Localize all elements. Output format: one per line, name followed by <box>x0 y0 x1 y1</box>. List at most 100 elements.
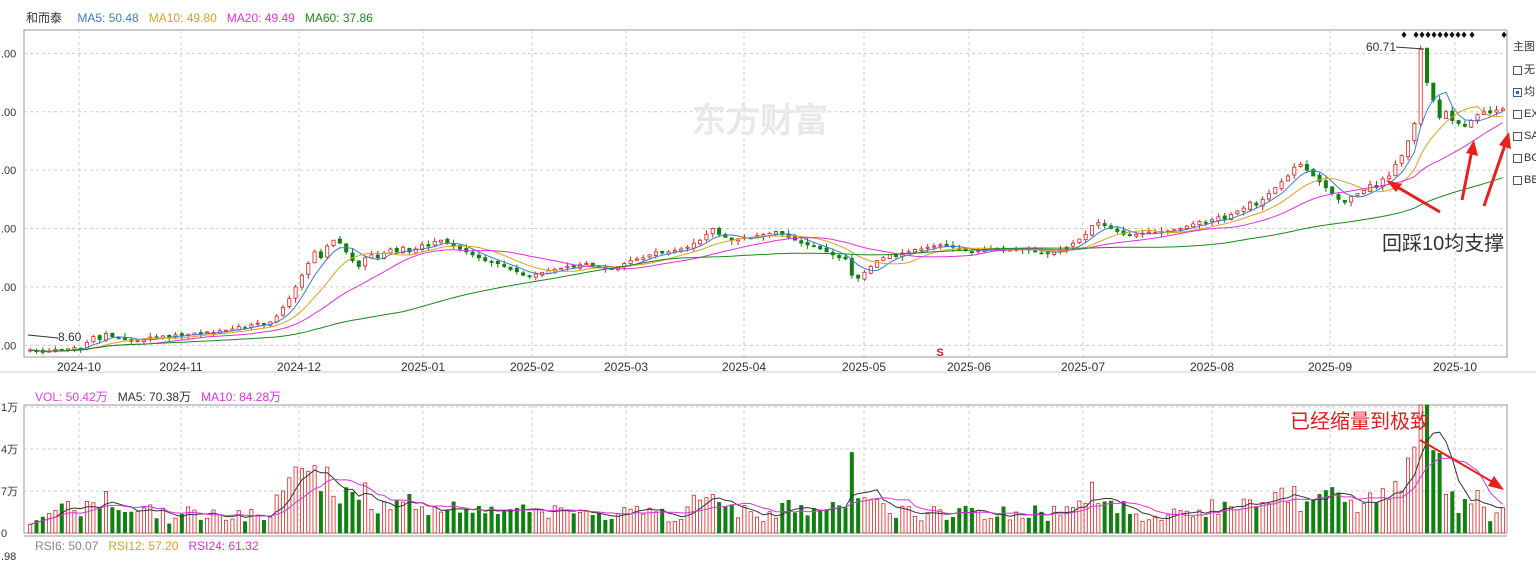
candle-body <box>299 274 304 288</box>
candle-body <box>1279 181 1284 189</box>
candle-body <box>723 234 728 238</box>
candle-body <box>306 263 311 275</box>
volume-bar <box>723 506 728 534</box>
volume-bar <box>1172 508 1177 534</box>
signal-marker: ♦ <box>1454 31 1462 41</box>
candle-body <box>1045 252 1050 255</box>
volume-bar <box>672 520 677 534</box>
candle-body <box>1399 155 1404 164</box>
checkbox-icon[interactable] <box>1513 109 1522 119</box>
volume-bar <box>331 495 336 534</box>
volume-bar <box>85 501 90 534</box>
indicator-option-1[interactable]: 均 <box>1513 85 1535 99</box>
volume-bar <box>1450 491 1455 534</box>
volume-bar <box>1077 500 1082 534</box>
volume-bar <box>1380 488 1385 534</box>
indicator-option-5[interactable]: BB <box>1513 173 1536 187</box>
volume-bar <box>931 506 936 534</box>
volume-bar <box>824 509 829 534</box>
volume-bar <box>660 508 665 534</box>
volume-bar <box>1165 514 1170 534</box>
candle-body <box>1146 231 1151 234</box>
candle-body <box>1090 225 1095 236</box>
indicator-option-label: 无 <box>1524 64 1535 76</box>
checkbox-icon[interactable] <box>1513 131 1522 141</box>
checkbox-icon[interactable] <box>1513 87 1522 97</box>
candle-body <box>1071 242 1076 247</box>
candle-body <box>1222 215 1227 220</box>
volume-bar <box>1096 503 1101 534</box>
candle-body <box>1424 47 1429 83</box>
volume-bar <box>407 493 412 534</box>
volume-bar <box>110 507 115 534</box>
candle-body <box>502 264 507 267</box>
volume-bar <box>1279 487 1284 534</box>
volume-bar <box>856 498 861 534</box>
candle-body <box>1191 223 1196 228</box>
candle-body <box>1406 140 1411 158</box>
volume-bar <box>1216 513 1221 534</box>
volume-bar <box>982 519 987 534</box>
volume-bar <box>925 513 930 534</box>
volume-bar <box>1387 498 1392 534</box>
volume-bar <box>432 506 437 534</box>
volume-bar <box>375 513 380 534</box>
support-note: 回踩10均支撑 <box>1382 232 1504 255</box>
volume-bar <box>173 517 178 534</box>
volume-bar <box>514 507 519 534</box>
volume-bar <box>761 521 766 534</box>
candle-body <box>495 261 500 264</box>
signal-marker: ♦ <box>1400 31 1408 41</box>
candle-body <box>773 231 778 235</box>
volume-bar <box>887 513 892 534</box>
volume-bar <box>868 499 873 534</box>
candle-body <box>1083 233 1088 240</box>
volume-bar <box>1197 509 1202 534</box>
volume-bar <box>533 508 538 534</box>
candle-body <box>318 251 323 259</box>
volume-bar <box>685 506 690 534</box>
volume-bar <box>1273 492 1278 534</box>
candle-body <box>1342 199 1347 203</box>
candle-body <box>641 257 646 260</box>
signal-marker: ♦ <box>1424 31 1432 41</box>
volume-bar <box>268 516 273 534</box>
candle-body <box>1456 120 1461 124</box>
volume-bar <box>1317 494 1322 534</box>
indicator-option-4[interactable]: BO <box>1513 151 1536 165</box>
chart-header: 和而泰 MA5: 50.48 MA10: 49.80 MA20: 49.49 MA60… <box>26 9 383 26</box>
volume-bar <box>464 509 469 534</box>
volume-bar <box>255 514 260 534</box>
volume-bar <box>1115 513 1120 534</box>
candle-body <box>1235 210 1240 215</box>
volume-bar <box>97 506 102 534</box>
volume-bar <box>40 516 45 534</box>
indicator-option-0[interactable]: 无 <box>1513 63 1535 77</box>
volume-bar <box>938 509 943 534</box>
volume-bar <box>154 518 159 534</box>
volume-bar <box>1020 517 1025 534</box>
candle-body <box>432 240 437 246</box>
candle-body <box>97 335 102 340</box>
checkbox-icon[interactable] <box>1513 65 1522 75</box>
candle-body <box>1500 108 1505 111</box>
volume-bar <box>508 509 513 534</box>
candle-body <box>1475 114 1480 121</box>
volume-panel-frame <box>23 404 1508 534</box>
indicator-option-3[interactable]: SA <box>1513 129 1536 143</box>
volume-bar <box>1443 493 1448 534</box>
volume-bar <box>1399 490 1404 534</box>
candle-body <box>969 251 974 253</box>
vol-ma10-line <box>30 457 1504 525</box>
candle-body <box>1039 252 1044 255</box>
volume-bar <box>148 504 153 534</box>
checkbox-icon[interactable] <box>1513 153 1522 163</box>
candle-body <box>527 275 532 278</box>
volume-bar <box>1298 511 1303 534</box>
candle-body <box>1096 222 1101 226</box>
checkbox-icon[interactable] <box>1513 175 1522 185</box>
red-arrow-1 <box>1386 180 1441 214</box>
volume-bar <box>792 512 797 534</box>
volume-bar <box>666 521 671 534</box>
indicator-option-2[interactable]: EX <box>1513 107 1536 121</box>
